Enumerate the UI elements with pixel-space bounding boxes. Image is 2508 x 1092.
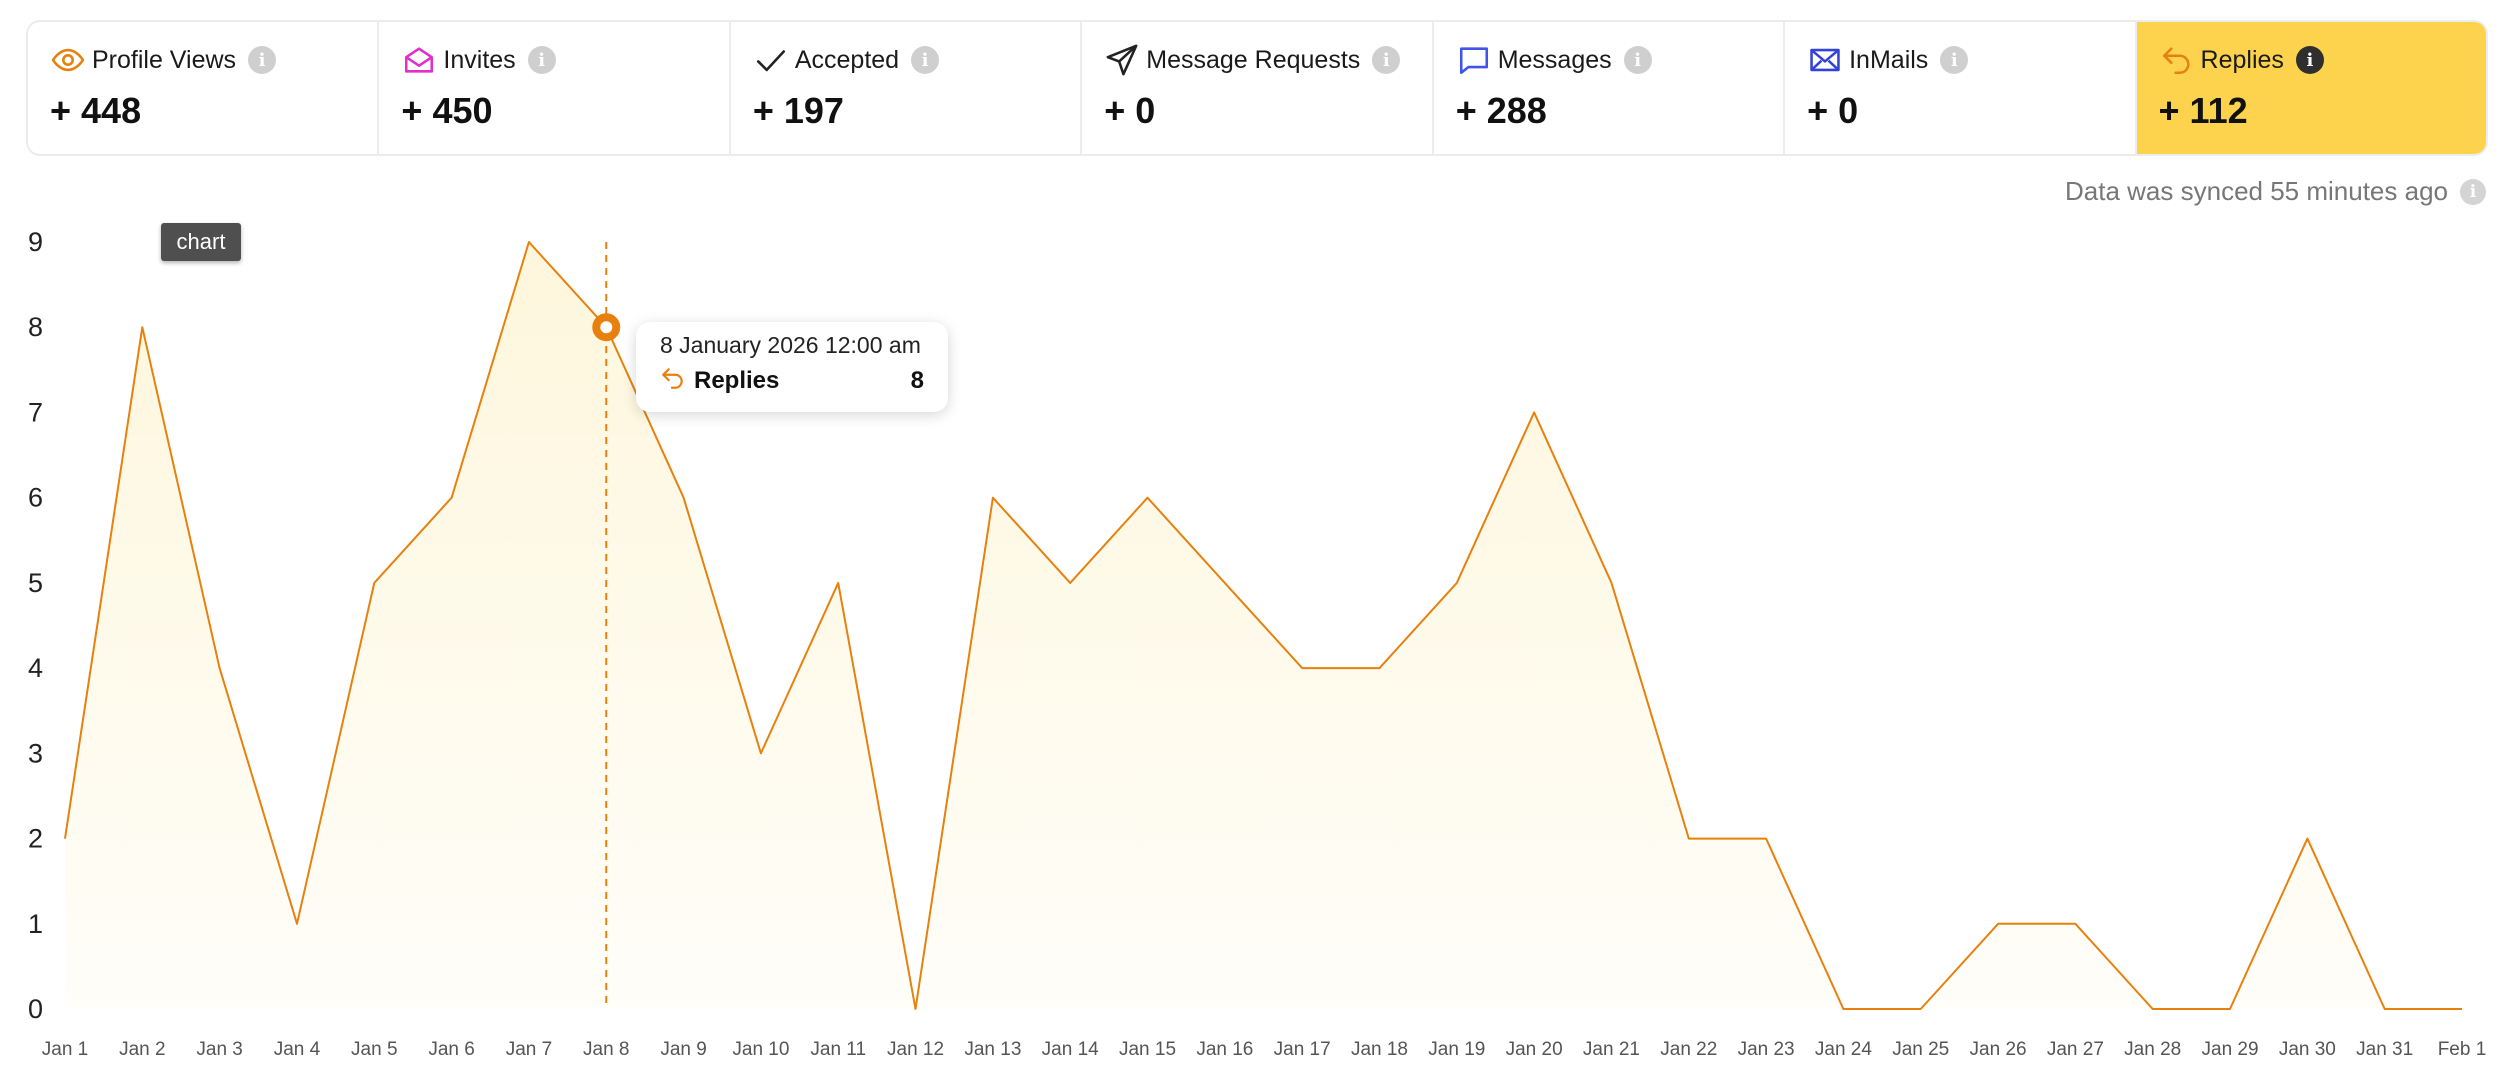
reply-icon xyxy=(660,365,686,396)
x-tick-label: Jan 7 xyxy=(506,1039,552,1060)
info-icon[interactable]: i xyxy=(2460,178,2486,205)
stat-value: + 0 xyxy=(1807,90,1859,131)
stat-label: Replies xyxy=(2200,45,2284,74)
y-tick-label: 7 xyxy=(28,397,43,427)
chat-bubble-icon xyxy=(1456,42,1492,78)
stat-label: Message Requests xyxy=(1146,45,1361,74)
stat-message-requests[interactable]: Message Requests i + 0 xyxy=(1082,22,1434,154)
stat-value: + 112 xyxy=(2158,90,2248,131)
x-tick-label: Jan 6 xyxy=(428,1039,474,1060)
sync-status: Data was synced 55 minutes ago i xyxy=(2065,176,2486,207)
x-tick-label: Jan 10 xyxy=(732,1039,789,1060)
stat-value: + 0 xyxy=(1104,90,1156,131)
tooltip-value: 8 xyxy=(910,366,924,394)
x-tick-label: Jan 30 xyxy=(2279,1039,2336,1060)
x-tick-label: Jan 3 xyxy=(196,1039,242,1060)
chart-chip: chart xyxy=(161,223,241,261)
x-tick-label: Jan 20 xyxy=(1506,1039,1563,1060)
x-tick-label: Jan 12 xyxy=(887,1039,944,1060)
eye-icon xyxy=(50,42,86,78)
info-icon[interactable]: i xyxy=(248,46,277,74)
x-tick-label: Jan 25 xyxy=(1892,1039,1949,1060)
info-icon[interactable]: i xyxy=(2295,46,2324,74)
paper-plane-icon xyxy=(1104,42,1140,78)
check-icon xyxy=(753,42,789,78)
x-tick-label: Jan 5 xyxy=(351,1039,397,1060)
x-tick-label: Jan 18 xyxy=(1351,1039,1408,1060)
x-tick-label: Jan 17 xyxy=(1274,1039,1331,1060)
x-tick-label: Jan 16 xyxy=(1196,1039,1253,1060)
x-tick-label: Feb 1 xyxy=(2438,1039,2487,1060)
x-tick-label: Jan 13 xyxy=(964,1039,1021,1060)
x-tick-label: Jan 1 xyxy=(42,1039,88,1060)
stat-replies[interactable]: Replies i + 112 xyxy=(2136,22,2486,154)
x-tick-label: Jan 26 xyxy=(1970,1039,2027,1060)
x-tick-label: Jan 19 xyxy=(1428,1039,1485,1060)
x-tick-label: Jan 24 xyxy=(1815,1039,1872,1060)
x-tick-label: Jan 15 xyxy=(1119,1039,1176,1060)
x-tick-label: Jan 28 xyxy=(2124,1039,2181,1060)
y-tick-label: 2 xyxy=(28,824,43,854)
tooltip-series: Replies xyxy=(694,366,780,394)
info-icon[interactable]: i xyxy=(911,46,940,74)
x-tick-label: Jan 9 xyxy=(660,1039,706,1060)
y-tick-label: 8 xyxy=(28,312,43,342)
y-tick-label: 4 xyxy=(28,653,43,683)
stat-label: InMails xyxy=(1849,45,1929,74)
stat-profile-views[interactable]: Profile Views i + 448 xyxy=(28,22,380,154)
x-tick-label: Jan 27 xyxy=(2047,1039,2104,1060)
stat-label: Accepted xyxy=(794,45,900,74)
y-tick-label: 6 xyxy=(28,483,43,513)
x-tick-label: Jan 8 xyxy=(583,1039,629,1060)
stat-label: Messages xyxy=(1497,45,1612,74)
info-icon[interactable]: i xyxy=(1940,46,1969,74)
y-tick-label: 0 xyxy=(28,994,43,1024)
x-tick-label: Jan 31 xyxy=(2356,1039,2413,1060)
x-tick-label: Jan 23 xyxy=(1738,1039,1795,1060)
y-tick-label: 9 xyxy=(28,227,43,257)
info-icon[interactable]: i xyxy=(1372,46,1401,74)
y-tick-label: 1 xyxy=(28,909,43,939)
chart-tooltip: 8 January 2026 12:00 am Replies 8 xyxy=(636,322,948,412)
y-tick-label: 3 xyxy=(28,738,43,768)
x-tick-label: Jan 21 xyxy=(1583,1039,1640,1060)
tooltip-date: 8 January 2026 12:00 am xyxy=(660,332,921,358)
x-tick-label: Jan 14 xyxy=(1042,1039,1099,1060)
x-tick-label: Jan 4 xyxy=(274,1039,321,1060)
stat-value: + 448 xyxy=(50,90,142,131)
stat-invites[interactable]: Invites i + 450 xyxy=(379,22,731,154)
x-tick-label: Jan 2 xyxy=(119,1039,165,1060)
stat-messages[interactable]: Messages i + 288 xyxy=(1434,22,1786,154)
stat-label: Invites xyxy=(443,45,516,74)
stat-label: Profile Views xyxy=(92,45,237,74)
x-tick-label: Jan 11 xyxy=(810,1039,866,1060)
stats-bar: Profile Views i + 448 Invites i + 450 Ac… xyxy=(26,20,2488,156)
stat-value: + 288 xyxy=(1455,90,1547,131)
y-tick-label: 5 xyxy=(28,568,43,598)
stat-inmails[interactable]: InMails i + 0 xyxy=(1785,22,2137,154)
envelope-open-icon xyxy=(401,42,437,78)
mail-icon xyxy=(1807,42,1843,78)
stat-value: + 450 xyxy=(401,90,493,131)
series-line-replies xyxy=(64,241,2462,1010)
stat-value: + 197 xyxy=(752,90,844,131)
info-icon[interactable]: i xyxy=(1623,46,1652,74)
highlight-marker-center xyxy=(600,321,613,334)
x-tick-label: Jan 29 xyxy=(2202,1039,2259,1060)
info-icon[interactable]: i xyxy=(527,46,556,74)
sync-text: Data was synced 55 minutes ago xyxy=(2065,176,2448,206)
stat-accepted[interactable]: Accepted i + 197 xyxy=(731,22,1083,154)
x-tick-label: Jan 22 xyxy=(1660,1039,1717,1060)
reply-icon xyxy=(2159,42,2195,78)
